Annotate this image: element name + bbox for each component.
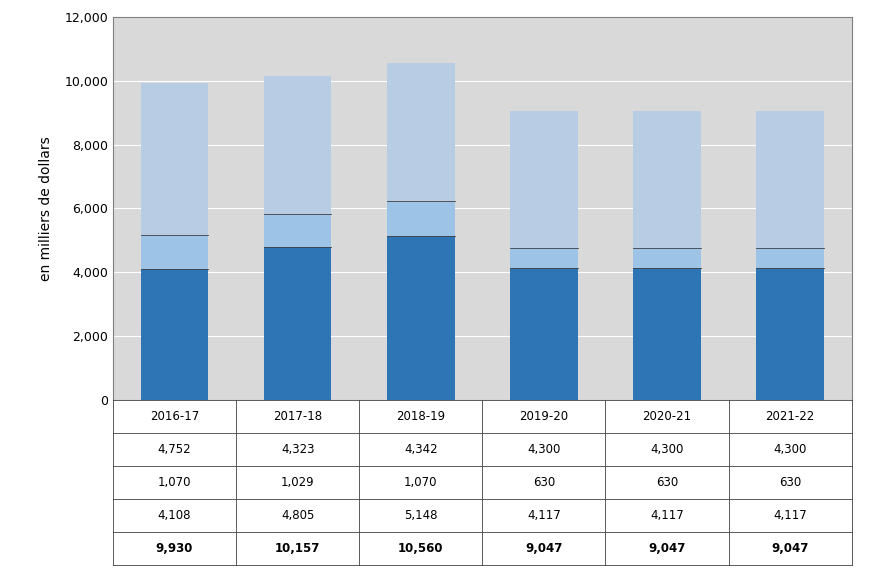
Bar	[510, 111, 578, 248]
Bar	[634, 268, 700, 400]
Text: 9,047: 9,047	[772, 542, 809, 555]
Text: 630: 630	[779, 476, 801, 489]
Text: 630: 630	[656, 476, 678, 489]
Bar	[634, 248, 700, 268]
Bar	[510, 268, 578, 400]
Bar	[141, 235, 209, 269]
Text: 4,117: 4,117	[773, 509, 807, 522]
Text: Crédits votés: Crédits votés	[113, 509, 191, 522]
Bar	[264, 247, 331, 400]
Text: 2017-18: 2017-18	[273, 410, 322, 423]
Text: Total: Total	[113, 542, 145, 555]
Text: Statutory Revenue: Statutory Revenue	[113, 443, 223, 456]
Text: 1,070: 1,070	[158, 476, 191, 489]
Bar	[756, 248, 824, 268]
Text: 9,930: 9,930	[156, 542, 193, 555]
Text: 2018-19: 2018-19	[396, 410, 445, 423]
Bar	[141, 269, 209, 400]
Text: 10,157: 10,157	[275, 542, 321, 555]
Text: 4,117: 4,117	[650, 509, 684, 522]
Text: 2021-22: 2021-22	[766, 410, 815, 423]
Text: 1,070: 1,070	[404, 476, 437, 489]
Bar	[387, 202, 454, 236]
Bar	[510, 248, 578, 268]
Bar	[264, 214, 331, 247]
Text: 2016-17: 2016-17	[149, 410, 199, 423]
Text: 4,300: 4,300	[773, 443, 806, 456]
Text: 9,047: 9,047	[648, 542, 686, 555]
Text: 10,560: 10,560	[398, 542, 443, 555]
Text: 4,805: 4,805	[281, 509, 315, 522]
Text: 630: 630	[533, 476, 555, 489]
Text: 1,029: 1,029	[281, 476, 315, 489]
Text: 4,323: 4,323	[281, 443, 315, 456]
Text: 2019-20: 2019-20	[520, 410, 568, 423]
Text: 4,300: 4,300	[650, 443, 684, 456]
Y-axis label: en milliers de dollars: en milliers de dollars	[39, 136, 53, 281]
Bar	[141, 83, 209, 235]
Bar	[387, 63, 454, 202]
Text: 5,148: 5,148	[404, 509, 437, 522]
Text: 4,342: 4,342	[404, 443, 438, 456]
Text: 4,752: 4,752	[157, 443, 191, 456]
Text: 9,047: 9,047	[525, 542, 562, 555]
Bar	[756, 111, 824, 248]
Text: 2020-21: 2020-21	[642, 410, 692, 423]
Bar	[387, 236, 454, 400]
Text: 4,108: 4,108	[158, 509, 191, 522]
Bar	[264, 76, 331, 214]
Bar	[634, 111, 700, 248]
Text: 4,117: 4,117	[527, 509, 561, 522]
Text: 4,300: 4,300	[527, 443, 561, 456]
Text: Postes législatifs des RASE: Postes législatifs des RASE	[113, 476, 270, 489]
Bar	[756, 268, 824, 400]
